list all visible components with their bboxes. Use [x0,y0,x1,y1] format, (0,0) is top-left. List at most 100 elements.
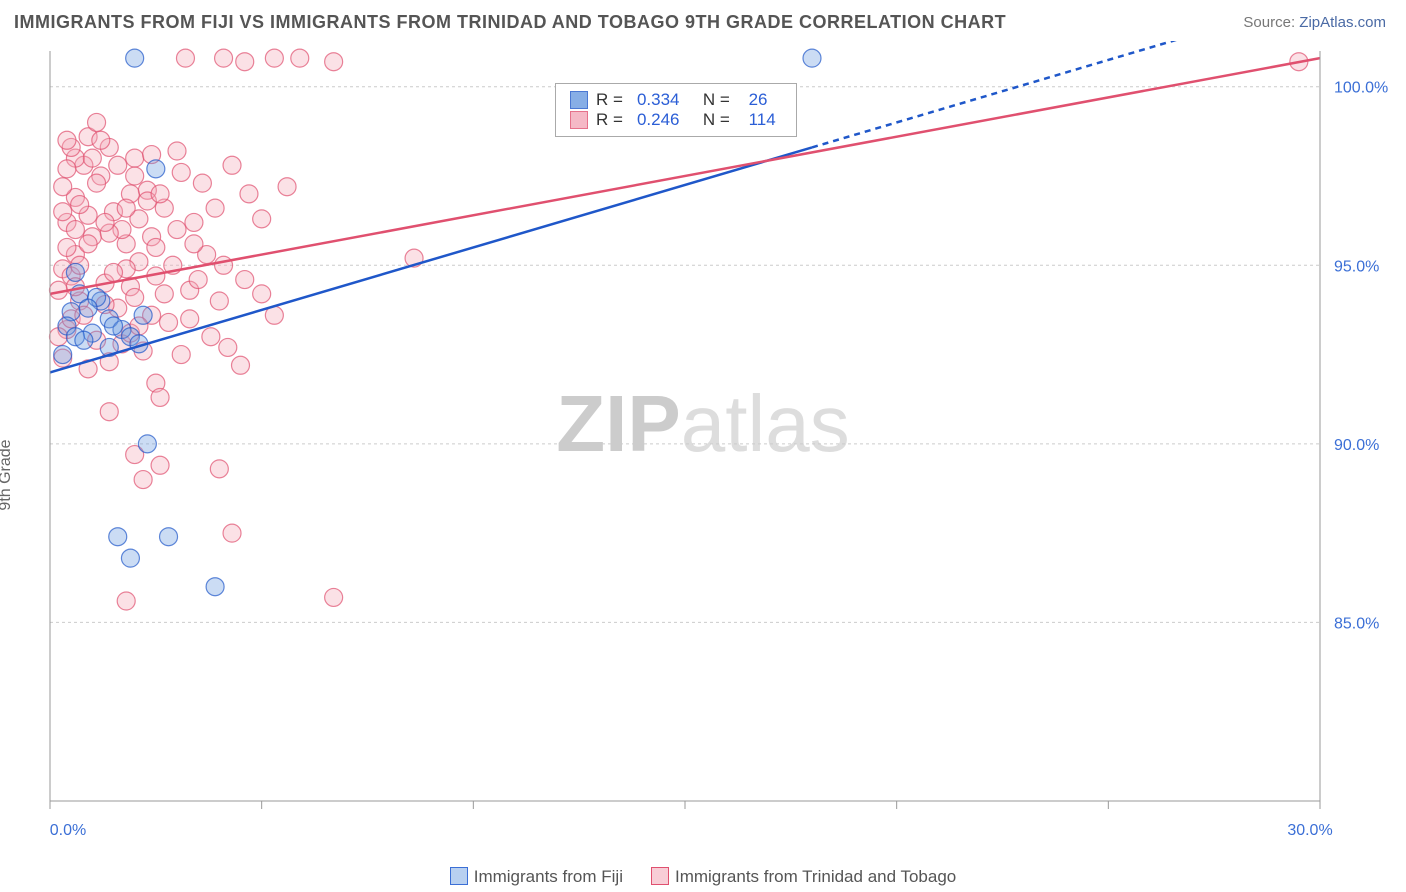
data-point [803,49,821,67]
data-point [121,549,139,567]
data-point [96,213,114,231]
svg-text:0.0%: 0.0% [50,822,86,839]
data-point [54,346,72,364]
data-point [66,263,84,281]
data-point [126,167,144,185]
data-point [172,163,190,181]
stat-r-value: 0.334 [631,90,686,110]
data-point [155,285,173,303]
y-axis-label: 9th Grade [0,439,15,510]
data-point [100,403,118,421]
data-point [193,174,211,192]
stat-n-value: 26 [738,90,774,110]
stat-label: R = [596,110,623,130]
data-point [215,256,233,274]
data-point [160,313,178,331]
data-point [54,178,72,196]
data-point [79,235,97,253]
data-point [75,331,93,349]
data-point [126,288,144,306]
stat-label: R = [596,90,623,110]
data-point [168,142,186,160]
legend-swatch [651,867,669,885]
data-point [185,213,203,231]
data-point [253,285,271,303]
data-point [109,528,127,546]
svg-text:85.0%: 85.0% [1334,615,1379,632]
legend-item: Immigrants from Fiji [450,867,623,886]
data-point [134,306,152,324]
source-label: Source: [1243,14,1295,31]
data-point [71,196,89,214]
legend-swatch [570,111,588,129]
data-point [202,328,220,346]
legend-stats-row: R = 0.334 N = 26 [570,90,782,110]
data-point [58,238,76,256]
title-bar: IMMIGRANTS FROM FIJI VS IMMIGRANTS FROM … [0,0,1406,41]
legend-label: Immigrants from Trinidad and Tobago [675,867,956,886]
data-point [105,263,123,281]
data-point [206,578,224,596]
legend-stats-box: R = 0.334 N = 26R = 0.246 N = 114 [555,83,797,137]
chart-title: IMMIGRANTS FROM FIJI VS IMMIGRANTS FROM … [14,12,1006,33]
data-point [236,271,254,289]
data-point [176,49,194,67]
data-point [291,49,309,67]
data-point [278,178,296,196]
data-point [189,271,207,289]
source-link[interactable]: ZipAtlas.com [1299,14,1386,31]
data-point [215,49,233,67]
bottom-legend: Immigrants from Fiji Immigrants from Trin… [0,867,1406,887]
data-point [185,235,203,253]
stat-label: N = [693,90,729,110]
data-point [219,338,237,356]
data-point [147,238,165,256]
source-attribution: Source: ZipAtlas.com [1243,14,1386,31]
data-point [79,299,97,317]
data-point [210,460,228,478]
data-point [151,388,169,406]
data-point [88,113,106,131]
data-point [126,149,144,167]
data-point [223,524,241,542]
data-point [168,221,186,239]
data-point [236,53,254,71]
data-point [325,588,343,606]
data-point [134,471,152,489]
data-point [232,356,250,374]
stat-r-value: 0.246 [631,110,686,130]
data-point [223,156,241,174]
data-point [325,53,343,71]
data-point [54,203,72,221]
data-point [117,592,135,610]
data-point [138,435,156,453]
svg-text:90.0%: 90.0% [1334,437,1379,454]
legend-swatch [570,91,588,109]
scatter-plot: 85.0% 90.0% 95.0% 100.0% 0.0% 30.0% [40,41,1400,871]
data-point [210,292,228,310]
trend-line [50,147,812,372]
data-point [117,199,135,217]
data-point [88,174,106,192]
data-point [172,346,190,364]
data-point [265,49,283,67]
data-point [151,185,169,203]
data-point [92,131,110,149]
legend-swatch [450,867,468,885]
trend-line-extrapolated [812,41,1320,147]
data-point [206,199,224,217]
legend-item: Immigrants from Trinidad and Tobago [651,867,956,886]
data-point [151,456,169,474]
svg-text:100.0%: 100.0% [1334,80,1388,97]
data-point [181,310,199,328]
svg-text:95.0%: 95.0% [1334,258,1379,275]
stat-n-value: 114 [738,110,782,130]
data-point [126,49,144,67]
data-point [240,185,258,203]
data-point [58,131,76,149]
chart-area: 9th Grade ZIPatlas 85.0%90.0%95.0%100.0%… [0,41,1406,891]
data-point [109,156,127,174]
svg-text:30.0%: 30.0% [1287,822,1332,839]
data-point [105,317,123,335]
legend-stats-row: R =0.246 N = 114 [570,110,782,130]
